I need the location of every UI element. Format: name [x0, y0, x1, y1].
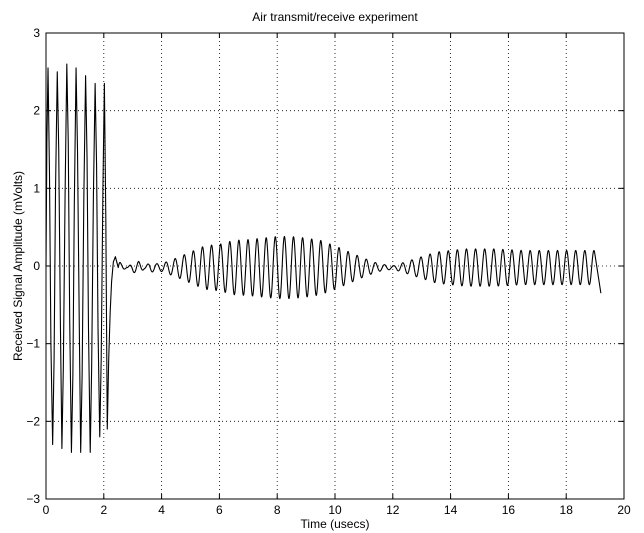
x-tick-label: 10 — [328, 503, 342, 517]
ticks — [45, 32, 625, 500]
y-tick-label: 3 — [33, 26, 40, 40]
x-tick-labels: 0 2 4 6 8 10 12 14 16 18 20 — [43, 503, 631, 517]
x-tick-label: 2 — [100, 503, 107, 517]
x-tick-label: 16 — [502, 503, 516, 517]
x-tick-label: 12 — [386, 503, 400, 517]
x-tick-label: 0 — [43, 503, 50, 517]
x-axis-label: Time (usecs) — [301, 517, 370, 531]
y-tick-labels: −3 −2 −1 0 1 2 3 — [26, 26, 40, 506]
x-tick-label: 18 — [560, 503, 574, 517]
y-tick-label: 1 — [33, 181, 40, 195]
x-tick-label: 6 — [216, 503, 223, 517]
y-tick-label: 2 — [33, 104, 40, 118]
y-tick-label: −1 — [26, 337, 40, 351]
x-tick-label: 20 — [617, 503, 631, 517]
y-axis-label: Received Signal Amplitude (mVolts) — [11, 171, 25, 361]
x-tick-label: 4 — [158, 503, 165, 517]
x-tick-label: 8 — [274, 503, 281, 517]
y-tick-label: 0 — [33, 259, 40, 273]
y-tick-label: −3 — [26, 492, 40, 506]
x-tick-label: 14 — [444, 503, 458, 517]
y-tick-label: −2 — [26, 414, 40, 428]
series-line — [45, 63, 602, 453]
chart-title: Air transmit/receive experiment — [252, 10, 418, 24]
